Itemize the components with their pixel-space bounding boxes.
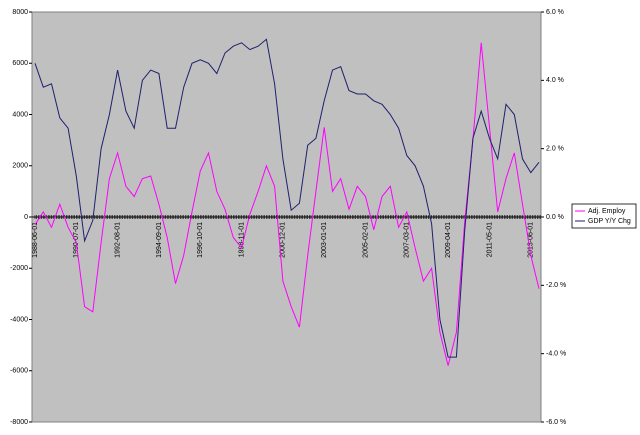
legend-label: GDP Y/Y Chg [588,218,631,225]
legend-box [571,203,637,229]
y2-tick-label: 2.0 % [546,146,564,153]
series-line [34,38,540,358]
legend-label: Adj. Employ [588,208,626,215]
x-tick-label: 2007-03-01 [404,222,411,258]
x-tick-label: 1998-11-01 [238,222,245,257]
x-tick-label: 1990-07-01 [73,222,80,258]
y2-tick-label: -6.0 % [546,419,566,426]
legend: Adj. Employ GDP Y/Y Chg [571,203,637,229]
y-tick-label: 4000 [12,111,28,118]
y2-tick-label: -2.0 % [546,282,566,289]
y-tick-label: 0 [24,214,28,221]
x-tick-label: 2000-12-01 [280,222,287,258]
x-tick-label: 2013-06-01 [528,222,535,258]
x-tick-label: 2003-01-01 [321,222,328,258]
y-tick-label: 2000 [12,163,28,170]
x-tick-label: 1996-10-01 [197,222,204,258]
y-tick-label: -8000 [10,419,28,426]
y2-tick-label: 6.0 % [546,9,564,16]
y-tick-label: -2000 [10,265,28,272]
x-tick-label: 2011-05-01 [486,222,493,257]
y2-tick-label: -4.0 % [546,351,566,358]
y-tick-label: 6000 [12,60,28,67]
y-tick-label: 8000 [12,9,28,16]
x-tick-label: 1994-09-01 [156,222,163,258]
y-tick-label: -6000 [10,368,28,375]
y2-tick-label: 0.0 % [546,214,564,221]
x-tick-label: 2005-02-01 [362,222,369,258]
y-tick-label: -4000 [10,316,28,323]
y2-tick-label: 4.0 % [546,77,564,84]
x-tick-label: 1988-06-01 [32,222,39,258]
x-tick-label: 1992-08-01 [114,222,121,258]
x-tick-label: 2009-04-01 [445,222,452,258]
series-line [34,42,540,366]
